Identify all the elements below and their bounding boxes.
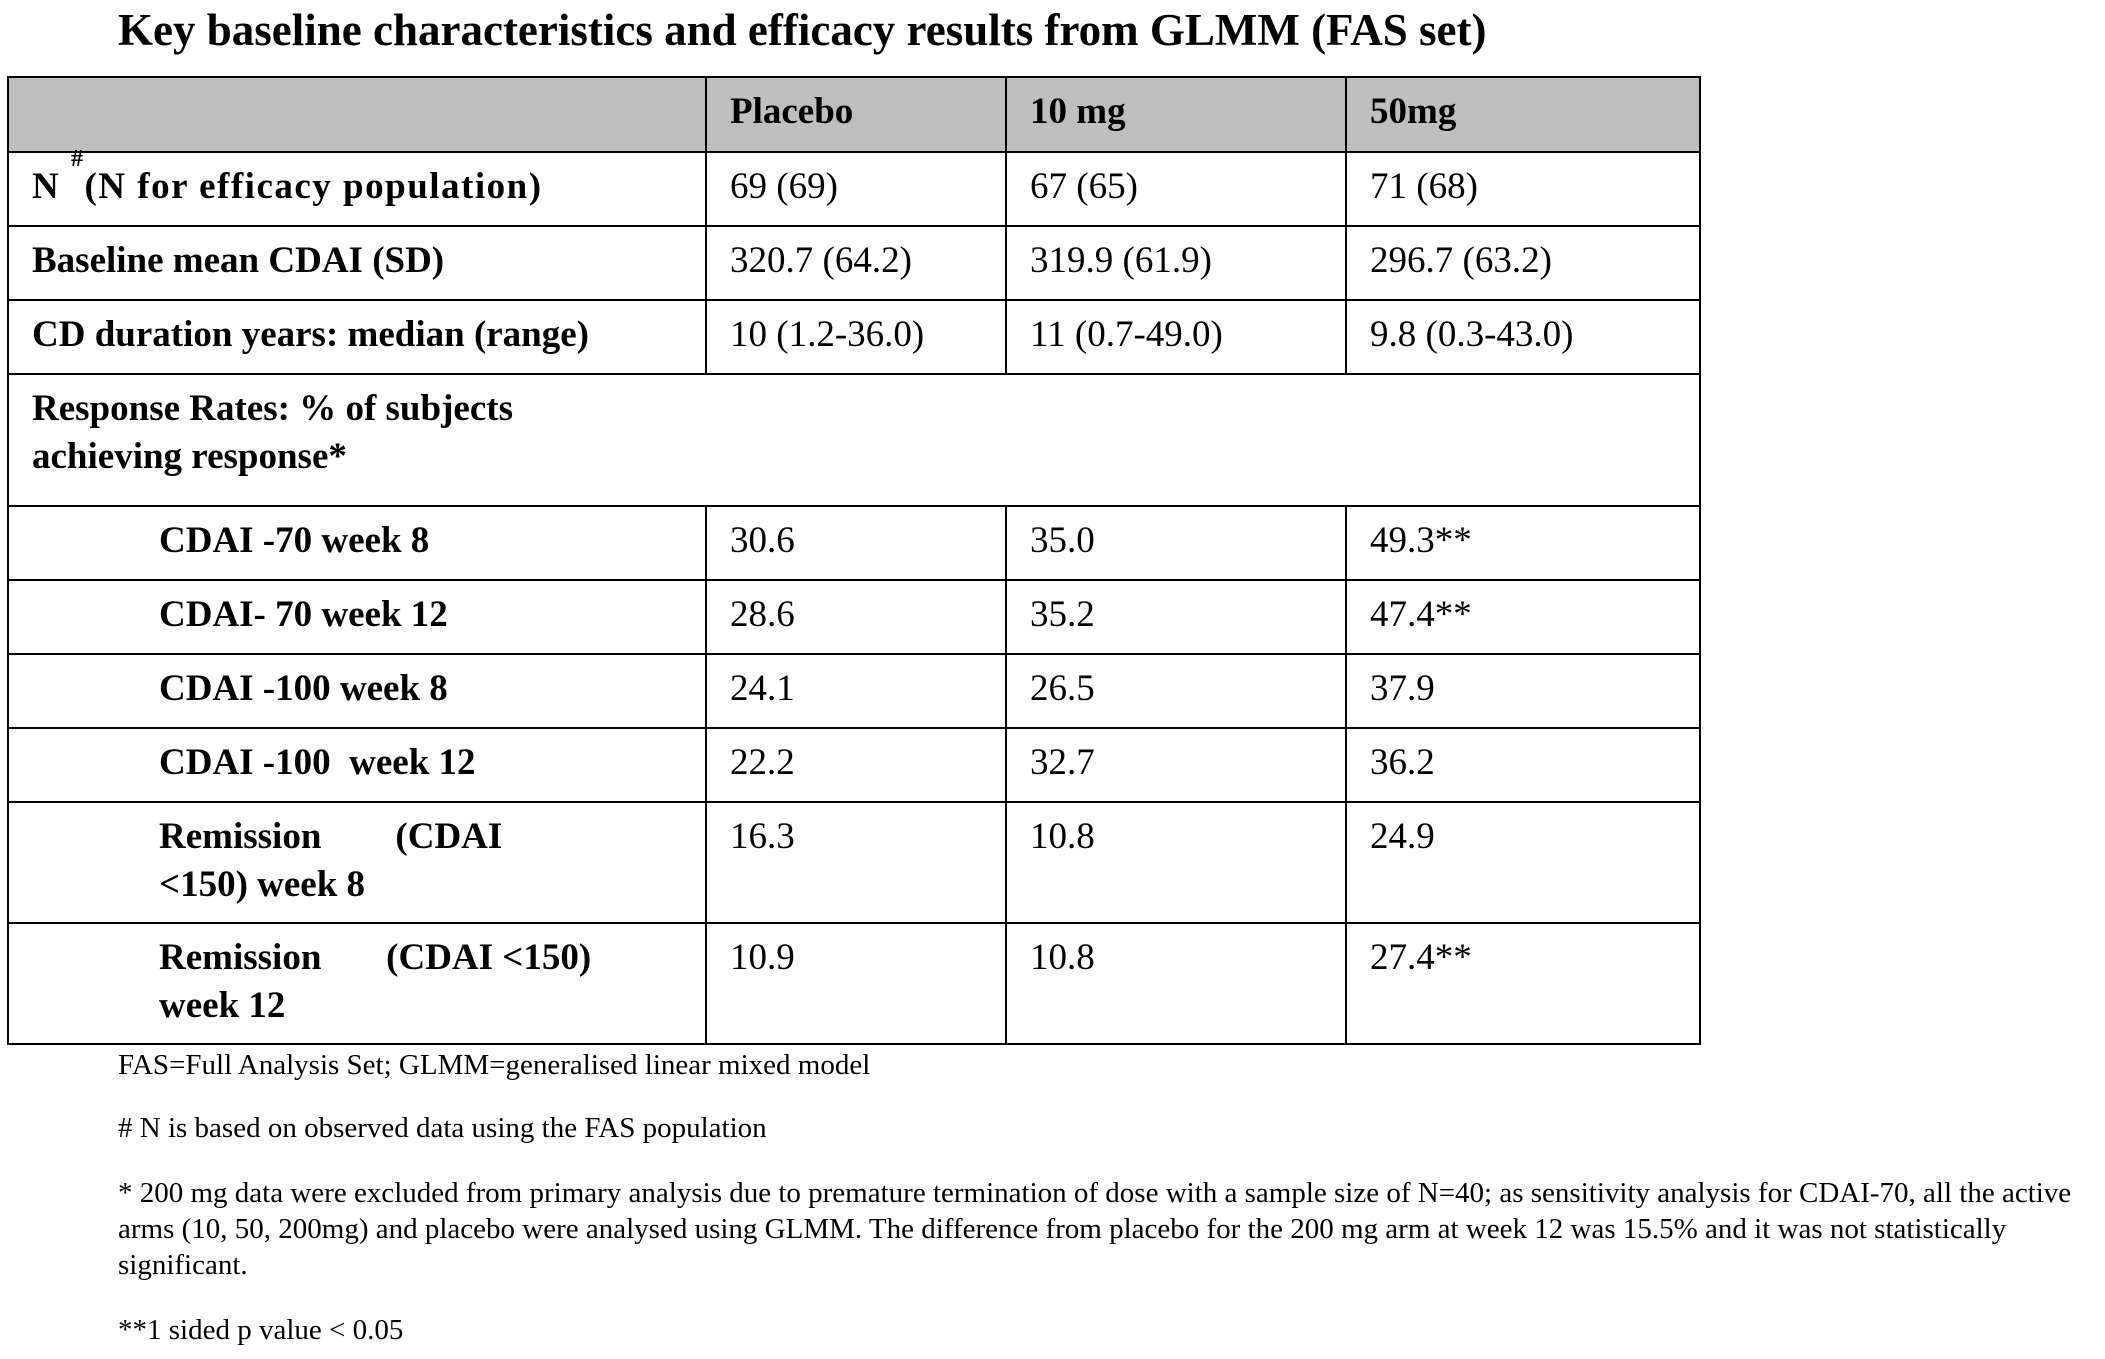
header-cell-empty: [7, 76, 707, 153]
cell-value: 27.4**: [1345, 922, 1701, 1045]
row-label-duration: CD duration years: median (range): [7, 299, 707, 375]
table-row-cd-duration: CD duration years: median (range) 10 (1.…: [7, 299, 1701, 375]
row-label-response: CDAI -100 week 8: [7, 653, 707, 729]
table-row-response: CDAI- 70 week 12 28.6 35.2 47.4**: [7, 579, 1701, 655]
cell-value: 296.7 (63.2): [1345, 225, 1701, 301]
table-row-response: CDAI -70 week 8 30.6 35.0 49.3**: [7, 505, 1701, 581]
cell-value: 24.1: [705, 653, 1007, 729]
cell-value: 28.6: [705, 579, 1007, 655]
footnote-n-definition: # N is based on observed data using the …: [118, 1112, 767, 1144]
cell-value: 10.8: [1005, 801, 1347, 924]
cell-value: 10.9: [705, 922, 1007, 1045]
remission-label-line1: Remission (CDAI <150): [159, 937, 592, 978]
remission-label-line1: Remission (CDAI: [159, 816, 503, 857]
cell-value: 36.2: [1345, 727, 1701, 803]
cell-value: 24.9: [1345, 801, 1701, 924]
cell-value: 32.7: [1005, 727, 1347, 803]
section-header-cell: Response Rates: % of subjects achieving …: [7, 373, 1701, 507]
row-label-response: CDAI- 70 week 12: [7, 579, 707, 655]
footnote-abbreviations: FAS=Full Analysis Set; GLMM=generalised …: [118, 1049, 871, 1081]
footnote-200mg-exclusion: * 200 mg data were excluded from primary…: [118, 1177, 2072, 1281]
table-row-response: CDAI -100 week 8 24.1 26.5 37.9: [7, 653, 1701, 729]
table-row-remission: Remission (CDAI <150) week 8 16.3 10.8 2…: [7, 801, 1701, 924]
header-cell-10mg: 10 mg: [1005, 76, 1347, 153]
cell-value: 26.5: [1005, 653, 1347, 729]
cell-value: 35.0: [1005, 505, 1347, 581]
remission-label-line2: <150) week 8: [159, 864, 366, 905]
section-header-line1: Response Rates: % of subjects: [32, 388, 513, 429]
table-header-row: Placebo 10 mg 50mg: [7, 76, 1701, 153]
cell-value: 16.3: [705, 801, 1007, 924]
cell-value: 11 (0.7-49.0): [1005, 299, 1347, 375]
section-header-line2: achieving response*: [32, 436, 347, 477]
cell-value: 35.2: [1005, 579, 1347, 655]
cell-value: 10.8: [1005, 922, 1347, 1045]
remission-label-line2: week 12: [159, 985, 286, 1026]
table-section-header-response: Response Rates: % of subjects achieving …: [7, 373, 1701, 507]
row-label-remission: Remission (CDAI <150) week 8: [7, 801, 707, 924]
cell-value: 22.2: [705, 727, 1007, 803]
cell-value: 69 (69): [705, 151, 1007, 227]
cell-value: 319.9 (61.9): [1005, 225, 1347, 301]
row-label-remission: Remission (CDAI <150) week 12: [7, 922, 707, 1045]
cell-value: 49.3**: [1345, 505, 1701, 581]
cell-value: 320.7 (64.2): [705, 225, 1007, 301]
row-label-response: CDAI -100 week 12: [7, 727, 707, 803]
row-label-baseline: Baseline mean CDAI (SD): [7, 225, 707, 301]
cell-value: 47.4**: [1345, 579, 1701, 655]
table-row-n: N #(N for efficacy population) 69 (69) 6…: [7, 147, 1701, 227]
table-row-response: CDAI -100 week 12 22.2 32.7 36.2: [7, 727, 1701, 803]
footnote-p-value: **1 sided p value < 0.05: [118, 1314, 404, 1346]
cell-value: 9.8 (0.3-43.0): [1345, 299, 1701, 375]
document-title: Key baseline characteristics and efficac…: [118, 5, 1487, 55]
cell-value: 67 (65): [1005, 151, 1347, 227]
row-label-response: CDAI -70 week 8: [7, 505, 707, 581]
header-cell-placebo: Placebo: [705, 76, 1007, 153]
cell-value: 10 (1.2-36.0): [705, 299, 1007, 375]
table-row-remission: Remission (CDAI <150) week 12 10.9 10.8 …: [7, 922, 1701, 1045]
header-cell-50mg: 50mg: [1345, 76, 1701, 153]
cell-value: 71 (68): [1345, 151, 1701, 227]
row-label-n: N #(N for efficacy population): [7, 147, 707, 227]
cell-value: 37.9: [1345, 653, 1701, 729]
efficacy-table: Placebo 10 mg 50mg N #(N for efficacy po…: [7, 76, 1701, 1045]
cell-value: 30.6: [705, 505, 1007, 581]
table-row-baseline-cdai: Baseline mean CDAI (SD) 320.7 (64.2) 319…: [7, 225, 1701, 301]
